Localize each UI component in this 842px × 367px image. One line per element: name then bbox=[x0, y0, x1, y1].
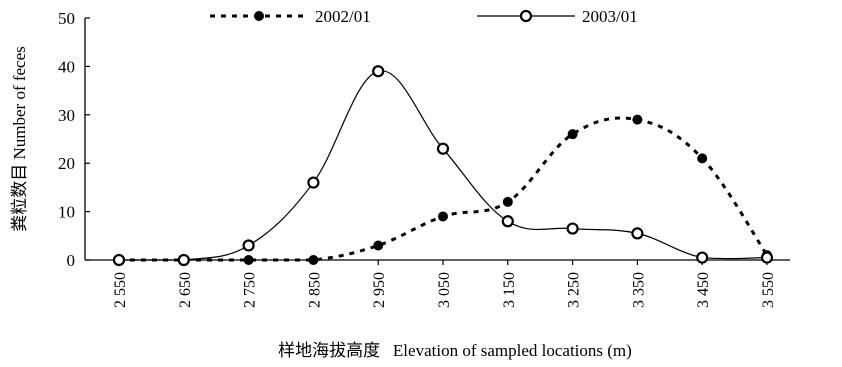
data-point-2002-01 bbox=[567, 129, 578, 140]
data-point-2002-01 bbox=[697, 153, 708, 164]
y-tick-label: 30 bbox=[58, 106, 75, 125]
x-tick-label: 3 050 bbox=[436, 272, 453, 308]
data-point-2003-01 bbox=[696, 251, 709, 264]
x-tick-label: 2 950 bbox=[371, 272, 388, 308]
data-point-2002-01 bbox=[632, 114, 643, 125]
x-ticks: 2 550 2 650 2 750 2 850 2 950 3 050 3 150 3 250… bbox=[112, 260, 777, 308]
x-tick-label: 2 550 bbox=[112, 272, 129, 308]
y-tick-label: 50 bbox=[58, 9, 75, 28]
y-tick-label: 20 bbox=[58, 154, 75, 173]
data-point-2003-01 bbox=[436, 142, 450, 155]
series-line-2002-01 bbox=[119, 116, 769, 262]
x-tick-label: 3 350 bbox=[630, 272, 647, 308]
data-point-2003-01 bbox=[242, 239, 255, 252]
x-tick-label: 3 450 bbox=[695, 272, 712, 308]
x-tick-label: 3 550 bbox=[760, 272, 777, 308]
data-point-2002-01 bbox=[502, 196, 513, 207]
x-tick-label: 3 250 bbox=[566, 272, 583, 308]
data-point-2003-01 bbox=[112, 253, 126, 267]
data-point-2002-01 bbox=[243, 255, 254, 265]
legend-marker-2003 bbox=[519, 9, 533, 23]
y-tick-label: 0 bbox=[67, 251, 76, 270]
data-point-2002-01 bbox=[308, 255, 319, 265]
legend-label-2002: 2002/01 bbox=[315, 7, 371, 26]
y-axis-label: 粪粒数目 Number of feces bbox=[10, 46, 29, 232]
legend-marker-2002 bbox=[254, 11, 264, 21]
x-tick-label: 2 850 bbox=[306, 272, 323, 308]
data-point-2003-01 bbox=[307, 176, 320, 189]
legend: 2002/01 2003/01 bbox=[210, 7, 638, 26]
data-point-2003-01 bbox=[760, 251, 774, 264]
data-point-2003-01 bbox=[501, 215, 514, 228]
series-layer bbox=[112, 65, 774, 267]
x-tick-label: 2 650 bbox=[177, 272, 194, 308]
y-tick-label: 10 bbox=[58, 203, 75, 222]
x-tick-label: 2 750 bbox=[242, 272, 259, 308]
data-point-2003-01 bbox=[372, 65, 385, 78]
data-point-2002-01 bbox=[373, 240, 384, 251]
x-axis-label: 样地海拔高度 Elevation of sampled locations (m… bbox=[278, 341, 632, 360]
y-ticks: 0 10 20 30 40 50 bbox=[58, 9, 90, 270]
data-point-2003-01 bbox=[177, 253, 190, 267]
x-tick-label: 3 150 bbox=[501, 272, 518, 308]
series-line-2003-01 bbox=[119, 70, 768, 261]
data-point-2003-01 bbox=[566, 222, 579, 235]
legend-label-2003: 2003/01 bbox=[582, 7, 638, 26]
y-tick-label: 40 bbox=[58, 57, 75, 76]
data-point-2002-01 bbox=[438, 211, 448, 222]
data-point-2003-01 bbox=[631, 227, 644, 240]
